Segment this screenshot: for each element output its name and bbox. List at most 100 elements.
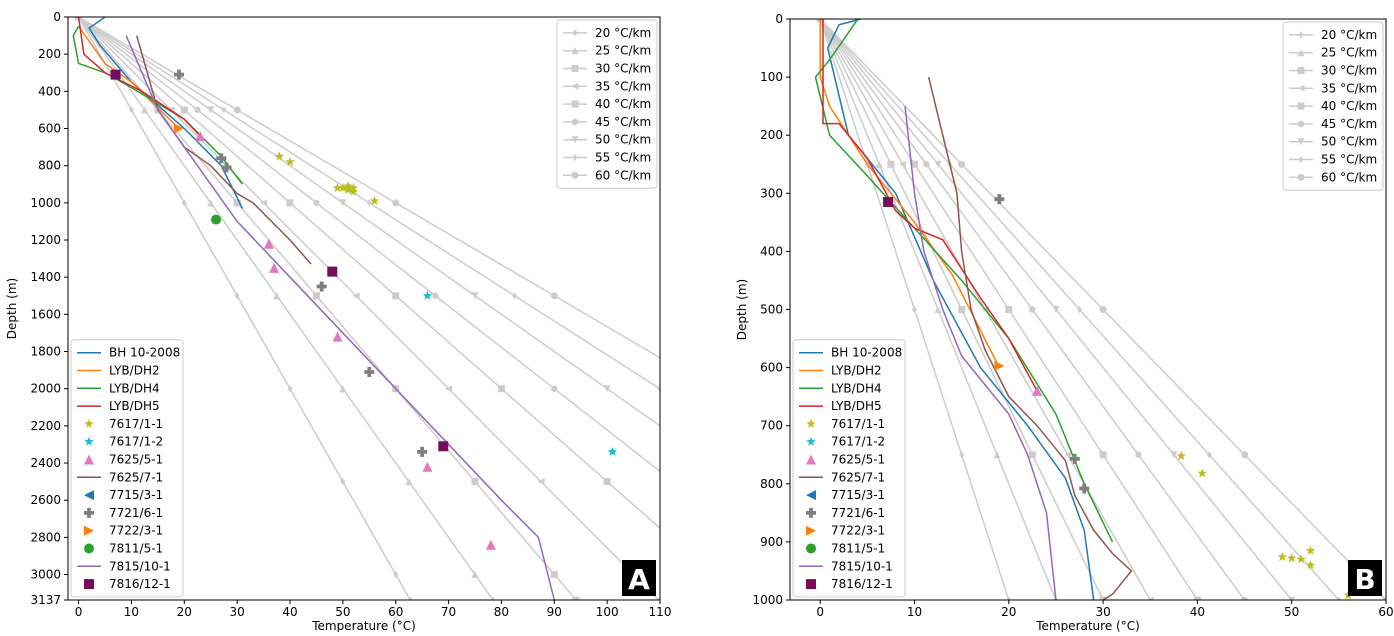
legend-swatch-marker <box>571 82 579 90</box>
legend-label: 55 °C/km <box>595 151 651 165</box>
panel-label-box <box>1348 560 1382 596</box>
legend-swatch-marker <box>571 118 579 126</box>
legend-label: 20 °C/km <box>1321 28 1377 42</box>
legend-swatch-marker <box>571 100 579 108</box>
legend-label: 50 °C/km <box>1321 135 1377 149</box>
data-point <box>607 446 618 456</box>
x-tick-label: 100 <box>596 605 619 619</box>
series-line <box>125 35 556 600</box>
x-tick-label: 90 <box>547 605 562 619</box>
data-point <box>211 214 221 225</box>
gradient-marker <box>934 306 942 313</box>
x-tick-label: 50 <box>335 605 350 619</box>
legend-swatch-marker <box>84 579 94 590</box>
legend-label: 40 °C/km <box>595 97 651 111</box>
data-point <box>348 186 359 196</box>
legend-swatch-marker <box>806 418 816 428</box>
series-line <box>927 76 1133 600</box>
legend-label: LYB/DH2 <box>831 364 882 378</box>
y-tick-label: 500 <box>760 303 783 317</box>
series-line <box>77 17 494 600</box>
gradient-marker <box>313 199 320 207</box>
gradient-marker <box>923 160 930 168</box>
series-line <box>135 35 312 265</box>
gradient-marker <box>910 160 918 168</box>
legend-swatch-marker <box>572 29 578 37</box>
data-point <box>1079 483 1090 494</box>
legend-label: 7625/7-1 <box>831 470 885 484</box>
gradient-marker <box>1064 451 1072 459</box>
x-tick-label: 10 <box>907 605 922 619</box>
legend-label: 7815/10-1 <box>831 559 893 573</box>
gradient-marker <box>572 596 580 600</box>
data-point <box>485 539 496 550</box>
gradient-marker <box>603 478 611 486</box>
legend-label: 50 °C/km <box>595 133 651 147</box>
legend-label: 40 °C/km <box>1321 99 1377 113</box>
x-tick-label: 80 <box>494 605 509 619</box>
legend-label: 7815/10-1 <box>109 559 171 573</box>
legend-label: 7617/1-1 <box>109 417 163 431</box>
panel-label-box <box>622 560 656 596</box>
legend-box <box>1282 21 1384 191</box>
gradient-marker <box>958 306 966 313</box>
legend-swatch-marker <box>571 47 579 55</box>
x-tick-label: 0 <box>816 605 824 619</box>
series-line <box>904 106 1057 600</box>
gradient-marker <box>1099 596 1107 600</box>
gradient-marker <box>471 478 479 486</box>
data-point <box>1286 553 1297 563</box>
x-tick-label: 70 <box>441 605 456 619</box>
data-point <box>263 238 274 249</box>
series-line <box>822 19 1038 392</box>
series-line <box>78 17 660 359</box>
gradient-marker <box>912 306 917 313</box>
data-point <box>269 262 280 273</box>
x-tick-label: 0 <box>75 605 83 619</box>
data-point <box>195 130 206 141</box>
legend-label: 55 °C/km <box>1321 153 1377 167</box>
y-tick-label: 400 <box>38 84 61 98</box>
legend-swatch-marker <box>806 507 816 518</box>
legend-swatch-marker <box>84 436 94 446</box>
legend-swatch-marker <box>84 507 94 518</box>
legend-label: 7722/3-1 <box>831 524 885 538</box>
legend-swatch-marker <box>806 543 816 554</box>
legend-swatch-marker <box>1297 84 1305 92</box>
gradient-marker <box>959 451 965 459</box>
gradient-marker <box>260 199 268 207</box>
gradient-marker <box>657 385 660 393</box>
legend-label: BH 10-2008 <box>109 346 180 360</box>
series-line <box>78 17 660 427</box>
y-tick-label: 1000 <box>30 196 61 210</box>
data-point <box>343 184 353 194</box>
data-point <box>316 281 327 292</box>
series-line <box>77 17 201 137</box>
legend-label: 20 °C/km <box>595 26 651 40</box>
gradient-marker <box>445 385 453 393</box>
legend-label: 25 °C/km <box>1321 46 1377 60</box>
data-point <box>422 290 433 300</box>
x-tick-label: 60 <box>1378 605 1393 619</box>
series-line <box>77 17 577 600</box>
legend-label: 7617/1-1 <box>831 417 885 431</box>
x-tick-label: 30 <box>230 605 245 619</box>
legend-swatch-marker <box>1298 156 1304 163</box>
gradient-marker <box>393 571 399 579</box>
data-point <box>216 153 227 164</box>
data-point <box>110 69 121 80</box>
y-tick-label: 700 <box>760 419 783 433</box>
data-point <box>1197 468 1207 478</box>
x-tick-label: 110 <box>649 605 672 619</box>
data-point <box>1305 560 1316 570</box>
legend-swatch-marker <box>1297 120 1305 128</box>
series-line <box>77 17 411 600</box>
gradient-marker <box>537 478 545 486</box>
data-point <box>174 69 184 80</box>
gradient-marker <box>339 385 347 393</box>
x-tick-label: 20 <box>1001 605 1016 619</box>
gradient-marker <box>1077 306 1082 313</box>
gradient-marker <box>993 451 1001 459</box>
series-line <box>78 17 660 390</box>
